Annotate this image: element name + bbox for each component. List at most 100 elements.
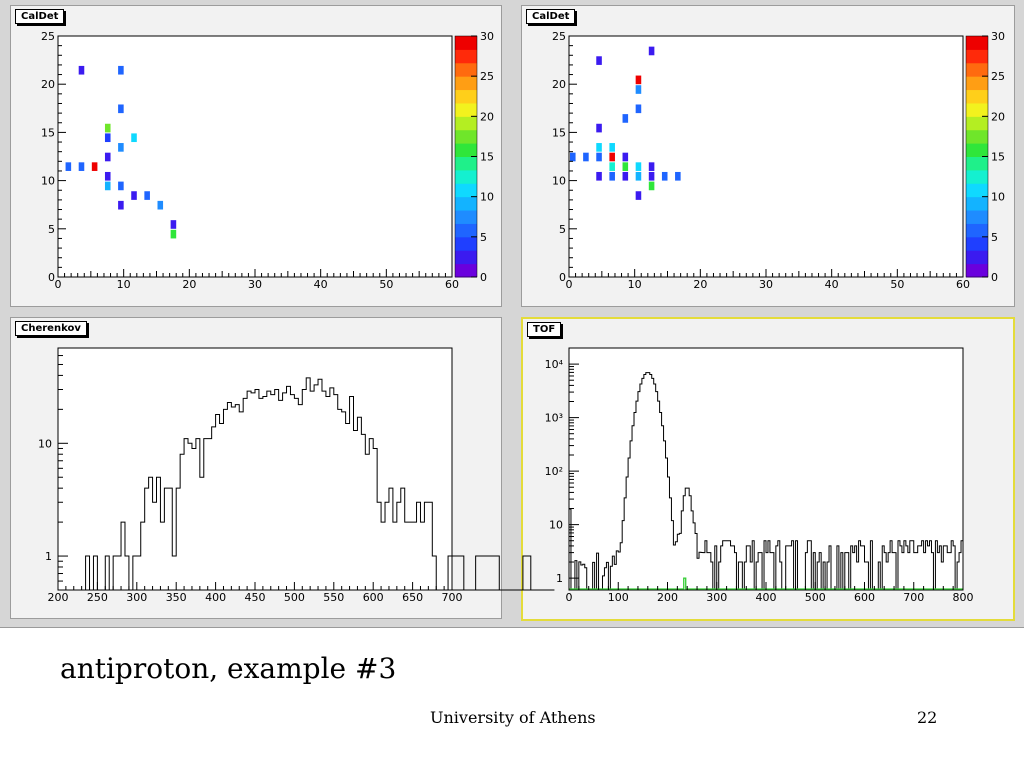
x-tick-label: 400: [205, 591, 226, 604]
palette-swatch: [455, 62, 477, 77]
heatmap-cell: [65, 162, 72, 171]
z-tick-label: 10: [991, 191, 1005, 204]
heatmap-cell: [635, 191, 642, 200]
palette-swatch: [966, 263, 988, 278]
y-tick-label: 20: [41, 78, 55, 91]
heatmap-cell: [104, 123, 111, 133]
z-tick-label: 20: [991, 110, 1005, 123]
heatmap-cell: [648, 171, 655, 181]
heatmap-cell: [648, 46, 655, 56]
footer-page-number: 22: [917, 708, 938, 727]
slide-caption: antiproton, example #3: [60, 652, 397, 685]
x-tick-label: 0: [55, 278, 62, 291]
palette-swatch: [966, 183, 988, 198]
heatmap-cell: [635, 162, 642, 171]
palette-swatch: [455, 236, 477, 251]
y-tick-label: 1: [556, 572, 563, 585]
palette-swatch: [966, 236, 988, 251]
x-tick-label: 500: [805, 591, 826, 604]
y-tick-label: 10: [552, 175, 566, 188]
z-tick-label: 20: [480, 110, 494, 123]
x-tick-label: 300: [706, 591, 727, 604]
z-tick-label: 5: [480, 231, 487, 244]
heatmap-cell: [78, 162, 85, 171]
x-tick-label: 30: [248, 278, 262, 291]
palette-swatch: [966, 102, 988, 117]
palette-swatch: [455, 210, 477, 224]
palette-swatch: [455, 169, 477, 184]
heatmap-cell: [104, 152, 111, 162]
palette-swatch: [966, 143, 988, 157]
x-tick-label: 500: [284, 591, 305, 604]
y-tick-label: 10²: [545, 465, 563, 478]
heatmap-cell: [104, 171, 111, 181]
y-tick-label: 15: [41, 126, 55, 139]
x-tick-label: 30: [759, 278, 773, 291]
x-tick-label: 350: [166, 591, 187, 604]
heatmap-cell: [622, 162, 629, 171]
heatmap-cell: [635, 75, 642, 85]
heatmap-cell: [157, 200, 164, 210]
x-tick-label: 0: [566, 278, 573, 291]
palette-swatch: [966, 116, 988, 131]
x-tick-label: 700: [442, 591, 463, 604]
heatmap-cell: [104, 181, 111, 191]
z-tick-label: 15: [991, 151, 1005, 164]
palette-swatch: [966, 196, 988, 211]
heatmap-cell: [118, 143, 124, 152]
y-tick-label: 25: [41, 30, 55, 43]
palette-swatch: [455, 156, 477, 171]
palette-swatch: [455, 49, 477, 64]
x-tick-label: 400: [756, 591, 777, 604]
heatmap-cell: [131, 191, 137, 200]
z-tick-label: 0: [480, 271, 487, 284]
heatmap-cell: [609, 171, 615, 181]
palette-swatch: [966, 62, 988, 77]
x-tick-label: 10: [117, 278, 131, 291]
heatmap-cell: [118, 104, 124, 114]
heatmap-1-frame: [568, 35, 964, 278]
palette-swatch: [966, 89, 988, 104]
heatmap-cell: [622, 171, 629, 181]
heatmap-cell: [622, 114, 629, 123]
x-tick-label: 0: [566, 591, 573, 604]
heatmap-cell: [131, 133, 137, 143]
y-tick-label: 10: [38, 437, 52, 450]
heatmap-cell: [144, 191, 150, 200]
palette-swatch: [455, 116, 477, 131]
heatmap-cell: [118, 181, 124, 191]
heatmap-cell: [609, 152, 615, 162]
palette-swatch: [455, 143, 477, 157]
heatmap-cell: [104, 133, 111, 143]
heatmap-0-frame: [57, 35, 453, 278]
palette-swatch: [966, 49, 988, 64]
pad-title-caldet-right: CalDet: [526, 9, 576, 24]
heatmap-cell: [583, 152, 589, 162]
x-tick-label: 60: [956, 278, 970, 291]
heatmap-cell: [118, 65, 124, 75]
heatmap-cell: [570, 152, 576, 162]
x-tick-label: 40: [825, 278, 839, 291]
x-tick-label: 50: [890, 278, 904, 291]
heatmap-cell: [661, 171, 668, 181]
x-tick-label: 600: [854, 591, 875, 604]
palette-swatch: [455, 183, 477, 198]
y-tick-label: 10⁴: [545, 358, 564, 371]
heatmap-cell: [596, 171, 602, 181]
x-tick-label: 60: [445, 278, 459, 291]
pad-title-tof: TOF: [527, 322, 562, 337]
palette-swatch: [966, 76, 988, 91]
root-canvas: CalDet CalDet Cherenkov TOF 0 10 20 30 40 50 6…: [0, 0, 1024, 628]
palette-swatch: [455, 36, 477, 50]
tof-secondary-histogram-line: [569, 577, 963, 590]
palette-swatch: [966, 210, 988, 224]
y-tick-label: 0: [559, 271, 566, 284]
heatmap-cell: [648, 181, 655, 191]
tof-histogram-line: [568, 372, 964, 591]
x-tick-label: 600: [363, 591, 384, 604]
palette-swatch: [966, 129, 988, 144]
z-tick-label: 0: [991, 271, 998, 284]
heatmap-cell: [635, 171, 642, 181]
z-tick-label: 30: [991, 30, 1005, 43]
